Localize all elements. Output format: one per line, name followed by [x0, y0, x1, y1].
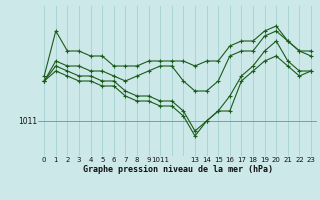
X-axis label: Graphe pression niveau de la mer (hPa): Graphe pression niveau de la mer (hPa) — [83, 165, 273, 174]
